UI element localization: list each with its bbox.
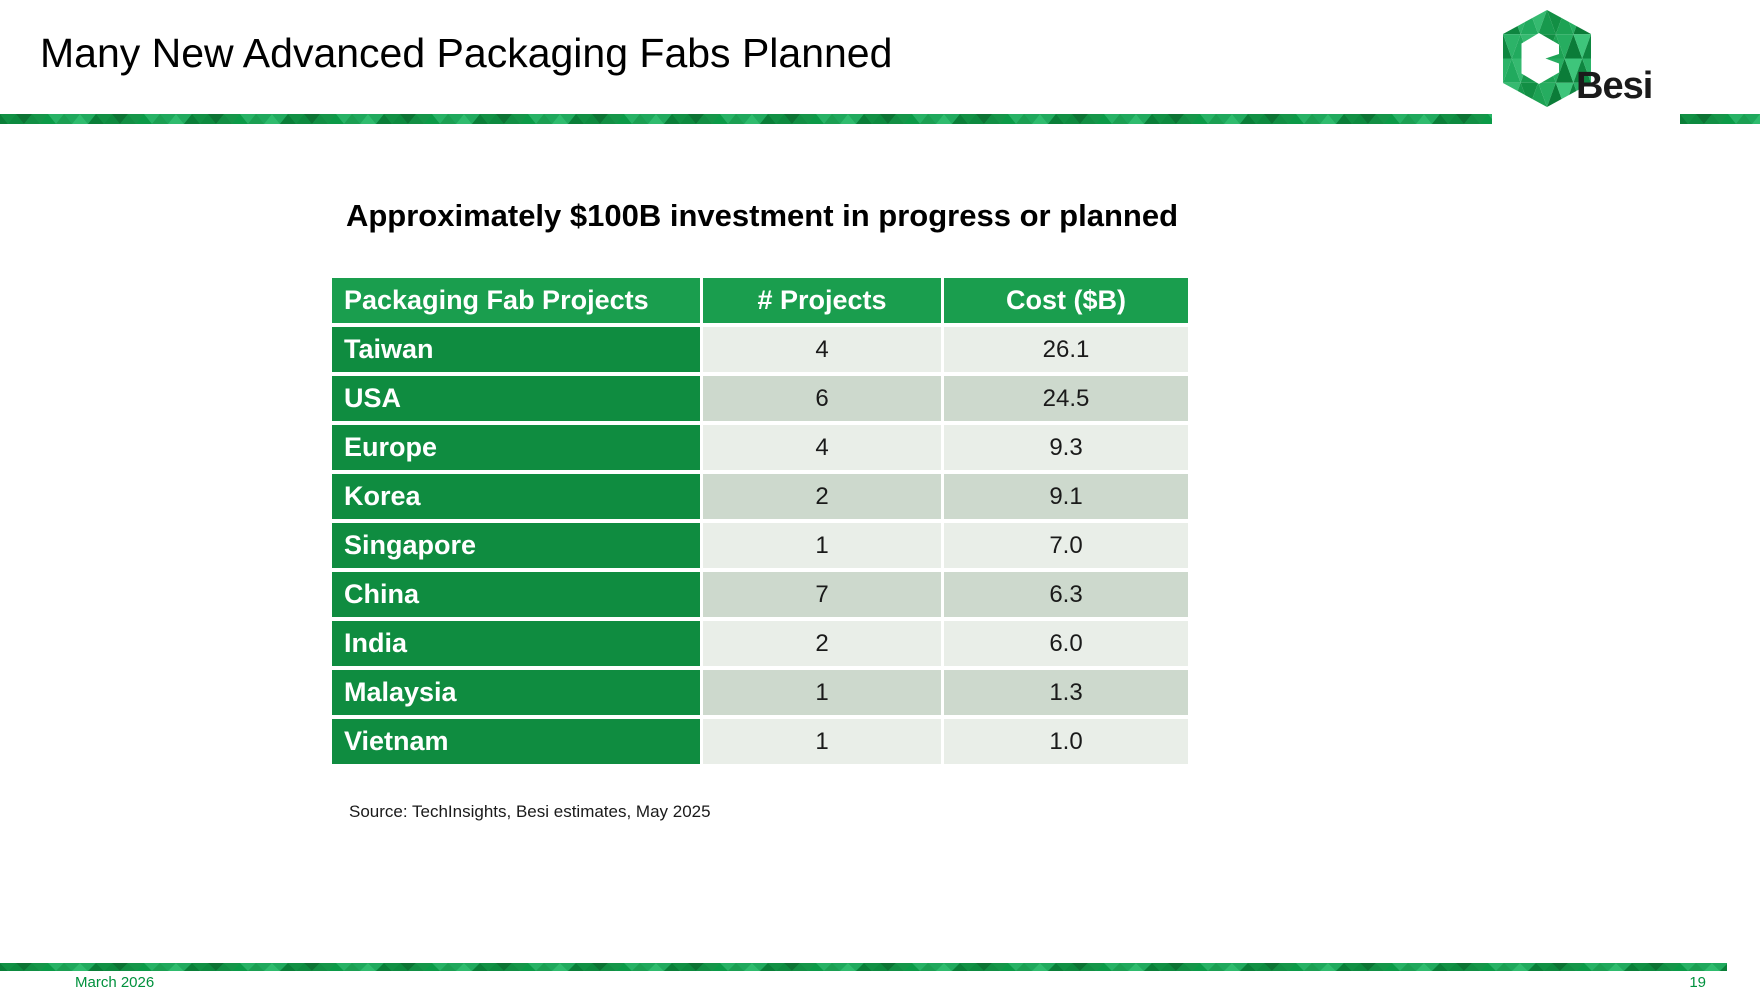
slide-title: Many New Advanced Packaging Fabs Planned: [40, 30, 893, 76]
table-row: Europe 4 9.3: [332, 425, 1188, 470]
projects-cell: 7: [703, 572, 941, 617]
cost-cell: 26.1: [944, 327, 1188, 372]
cost-cell: 9.1: [944, 474, 1188, 519]
region-cell: Europe: [332, 425, 700, 470]
column-header-region: Packaging Fab Projects: [332, 278, 700, 323]
fab-projects-table: Packaging Fab Projects # Projects Cost (…: [329, 274, 1191, 768]
region-cell: Korea: [332, 474, 700, 519]
besi-hexagon-logo-icon: [1503, 10, 1591, 107]
projects-cell: 4: [703, 327, 941, 372]
table-row: India 2 6.0: [332, 621, 1188, 666]
table-row: Korea 2 9.1: [332, 474, 1188, 519]
cost-cell: 24.5: [944, 376, 1188, 421]
projects-cell: 2: [703, 474, 941, 519]
cost-cell: 7.0: [944, 523, 1188, 568]
region-cell: USA: [332, 376, 700, 421]
cost-cell: 6.3: [944, 572, 1188, 617]
region-cell: Taiwan: [332, 327, 700, 372]
region-cell: India: [332, 621, 700, 666]
cost-cell: 1.3: [944, 670, 1188, 715]
region-cell: Malaysia: [332, 670, 700, 715]
slide-subtitle: Approximately $100B investment in progre…: [345, 198, 1179, 233]
cost-cell: 9.3: [944, 425, 1188, 470]
footer-date: March 2026: [75, 974, 155, 991]
footer-accent-bar: [0, 963, 1727, 971]
projects-cell: 4: [703, 425, 941, 470]
table-row: USA 6 24.5: [332, 376, 1188, 421]
source-note: Source: TechInsights, Besi estimates, Ma…: [349, 802, 711, 821]
page-number: 19: [1689, 974, 1706, 991]
besi-logo: Besi: [1503, 10, 1673, 130]
region-cell: Singapore: [332, 523, 700, 568]
projects-cell: 6: [703, 376, 941, 421]
column-header-projects: # Projects: [703, 278, 941, 323]
cost-cell: 6.0: [944, 621, 1188, 666]
region-cell: Vietnam: [332, 719, 700, 764]
table-row: Vietnam 1 1.0: [332, 719, 1188, 764]
projects-cell: 1: [703, 523, 941, 568]
table-header-row: Packaging Fab Projects # Projects Cost (…: [332, 278, 1188, 323]
besi-wordmark: Besi: [1576, 65, 1653, 107]
column-header-cost: Cost ($B): [944, 278, 1188, 323]
cost-cell: 1.0: [944, 719, 1188, 764]
table-row: Singapore 1 7.0: [332, 523, 1188, 568]
table-row: Taiwan 4 26.1: [332, 327, 1188, 372]
table-row: China 7 6.3: [332, 572, 1188, 617]
table-row: Malaysia 1 1.3: [332, 670, 1188, 715]
header-accent-bar-left: [0, 114, 1492, 124]
projects-cell: 1: [703, 670, 941, 715]
region-cell: China: [332, 572, 700, 617]
projects-cell: 2: [703, 621, 941, 666]
header-accent-bar-right: [1680, 114, 1760, 124]
projects-cell: 1: [703, 719, 941, 764]
